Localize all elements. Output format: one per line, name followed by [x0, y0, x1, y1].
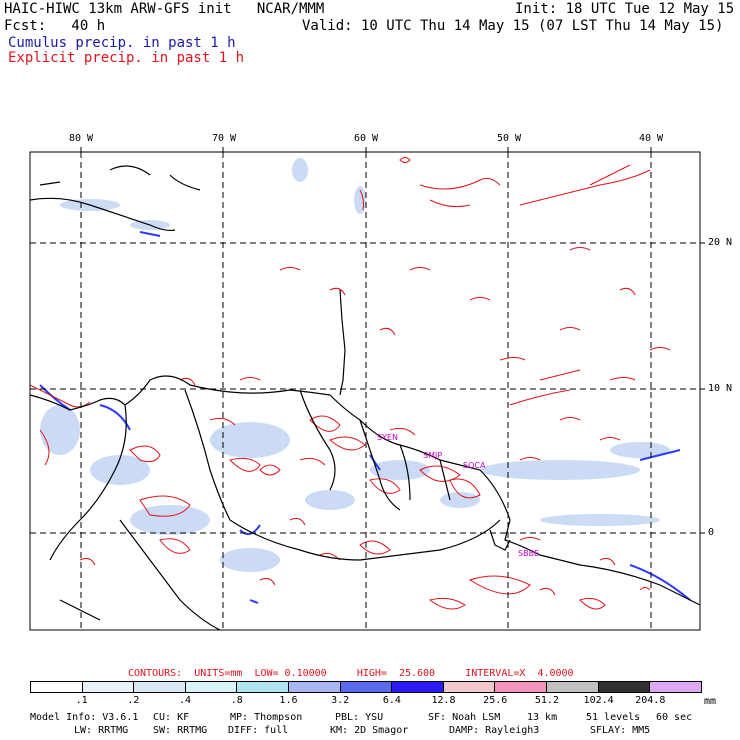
- legend-label: .1: [75, 695, 88, 706]
- legend-label: 3.2: [331, 695, 350, 706]
- legend-label: 51.2: [534, 695, 559, 706]
- legend-label: .2: [127, 695, 140, 706]
- lon-label-50w: 50 W: [496, 133, 522, 144]
- legend-label: .8: [230, 695, 243, 706]
- forecast-hour: Fcst: 40 h: [4, 18, 106, 34]
- legend-label: 102.4: [583, 695, 614, 706]
- legend-swatch: [340, 682, 393, 692]
- model-info-item: Model Info: V3.6.1: [30, 712, 139, 723]
- model-info-item: DAMP: Rayleigh3: [449, 725, 540, 736]
- legend-swatch: [31, 682, 83, 692]
- legend-label: 6.4: [382, 695, 401, 706]
- coastlines: [30, 165, 700, 630]
- legend-swatch: [443, 682, 496, 692]
- station-sbbe: SBBE: [518, 549, 539, 558]
- legend-swatch: [134, 682, 186, 692]
- lon-label-70w: 70 W: [211, 133, 237, 144]
- station-syen: SYEN: [377, 433, 398, 442]
- legend-label: 12.8: [431, 695, 456, 706]
- lon-label-80w: 80 W: [68, 133, 94, 144]
- legend-label: 204.8: [635, 695, 666, 706]
- legend-swatch: [650, 682, 701, 692]
- model-info-item: SF: Noah LSM: [428, 712, 501, 723]
- model-info-item: KM: 2D Smagor: [330, 725, 409, 736]
- station-smjp: SMJP: [423, 451, 442, 460]
- legend-swatch: [82, 682, 135, 692]
- stations: SYEN SMJP SOCA SBBE: [377, 433, 539, 558]
- title-line: HAIC-HIWC 13km ARW-GFS init NCAR/MMM: [4, 1, 325, 17]
- model-info-item: 51 levels: [586, 712, 641, 723]
- model-info-item: SFLAY: MM5: [590, 725, 651, 736]
- cumulus-precip-heavy: [39, 231, 691, 604]
- legend-swatch: [289, 682, 341, 692]
- legend-swatch: [598, 682, 651, 692]
- legend-swatch: [185, 682, 238, 692]
- station-soca: SOCA: [463, 461, 486, 470]
- contours-info: CONTOURS: UNITS=mm LOW= 0.10000 HIGH= 25…: [128, 668, 574, 679]
- precip-color-legend: [30, 681, 702, 693]
- legend-swatch: [495, 682, 548, 692]
- model-info-item: LW: RRTMG: [74, 725, 129, 736]
- init-time: Init: 18 UTC Tue 12 May 15: [515, 1, 735, 17]
- lon-label-60w: 60 W: [353, 133, 379, 144]
- model-info-item: 13 km: [527, 712, 558, 723]
- model-info-item: 60 sec: [656, 712, 693, 723]
- legend-unit: mm: [704, 696, 717, 707]
- model-info-item: PBL: YSU: [335, 712, 384, 723]
- cumulus-precip-light: [40, 158, 670, 572]
- valid-time: Valid: 10 UTC Thu 14 May 15 (07 LST Thu …: [302, 18, 724, 34]
- model-info-item: CU: KF: [153, 712, 190, 723]
- legend-swatch: [237, 682, 290, 692]
- explicit-precip-label: Explicit precip. in past 1 h: [8, 50, 245, 66]
- legend-labels: .1 .2 .4 .8 1.6 3.2 6.4 12.8 25.6 51.2 102.4 204.8: [30, 695, 702, 707]
- legend-label: .4: [179, 695, 192, 706]
- legend-swatch: [392, 682, 444, 692]
- legend-swatch: [547, 682, 599, 692]
- model-info-item: SW: RRTMG: [153, 725, 208, 736]
- lat-label-20n: 20 N: [708, 237, 733, 248]
- lat-lon-grid: [30, 152, 700, 630]
- lat-label-0: 0: [708, 527, 715, 538]
- model-info-item: MP: Thompson: [230, 712, 303, 723]
- map-frame: [29, 151, 701, 631]
- lat-label-10n: 10 N: [708, 383, 733, 394]
- legend-label: 25.6: [483, 695, 508, 706]
- explicit-precip-contours: [30, 157, 671, 610]
- legend-label: 1.6: [279, 695, 298, 706]
- lon-label-40w: 40 W: [638, 133, 664, 144]
- model-info-item: DIFF: full: [228, 725, 289, 736]
- cumulus-precip-label: Cumulus precip. in past 1 h: [8, 35, 236, 51]
